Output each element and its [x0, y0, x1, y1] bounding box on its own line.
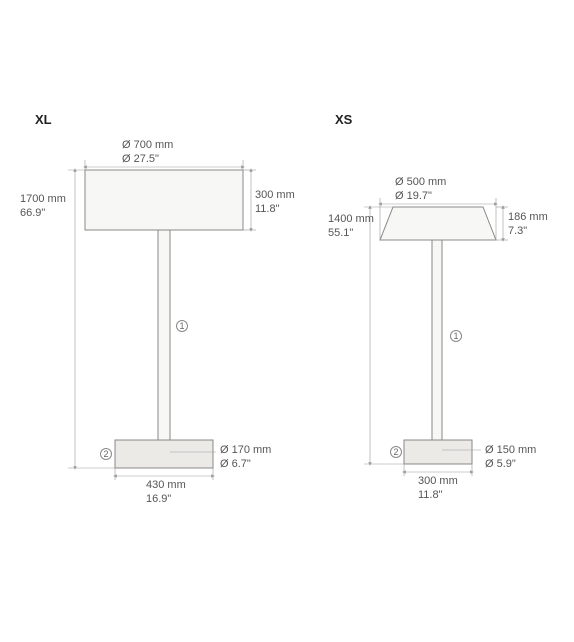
xl-total-height: 1700 mm66.9" — [20, 192, 66, 221]
xl-pole-diameter: Ø 170 mmØ 6.7" — [220, 443, 271, 472]
xl-shade-height: 300 mm11.8" — [255, 188, 295, 217]
xl-pole — [158, 230, 170, 440]
xs-base-width: 300 mm11.8" — [418, 474, 458, 503]
lamp-schematic-svg — [0, 0, 574, 642]
lamp-xl — [68, 160, 256, 480]
lamp-xs — [364, 198, 508, 476]
xl-base-width: 430 mm16.9" — [146, 478, 186, 507]
xl-base — [115, 440, 213, 468]
xs-shade-height: 186 mm7.3" — [508, 210, 548, 239]
title-xs: XS — [335, 112, 352, 127]
xl-shade-diameter: Ø 700 mmØ 27.5" — [122, 138, 173, 167]
xs-shade — [380, 207, 496, 240]
xs-pole-diameter: Ø 150 mmØ 5.9" — [485, 443, 536, 472]
xs-marker-1: 1 — [450, 330, 462, 342]
xl-marker-2: 2 — [100, 448, 112, 460]
xs-total-height: 1400 mm55.1" — [328, 212, 374, 241]
xs-base — [404, 440, 472, 464]
xs-pole — [432, 240, 442, 440]
title-xl: XL — [35, 112, 52, 127]
xl-marker-1: 1 — [176, 320, 188, 332]
xs-shade-diameter: Ø 500 mmØ 19.7" — [395, 175, 446, 204]
xs-marker-2: 2 — [390, 446, 402, 458]
xl-shade — [85, 170, 243, 230]
diagram-canvas: XL Ø 700 mmØ 27.5" 1700 mm66.9" 300 mm11… — [0, 0, 574, 642]
